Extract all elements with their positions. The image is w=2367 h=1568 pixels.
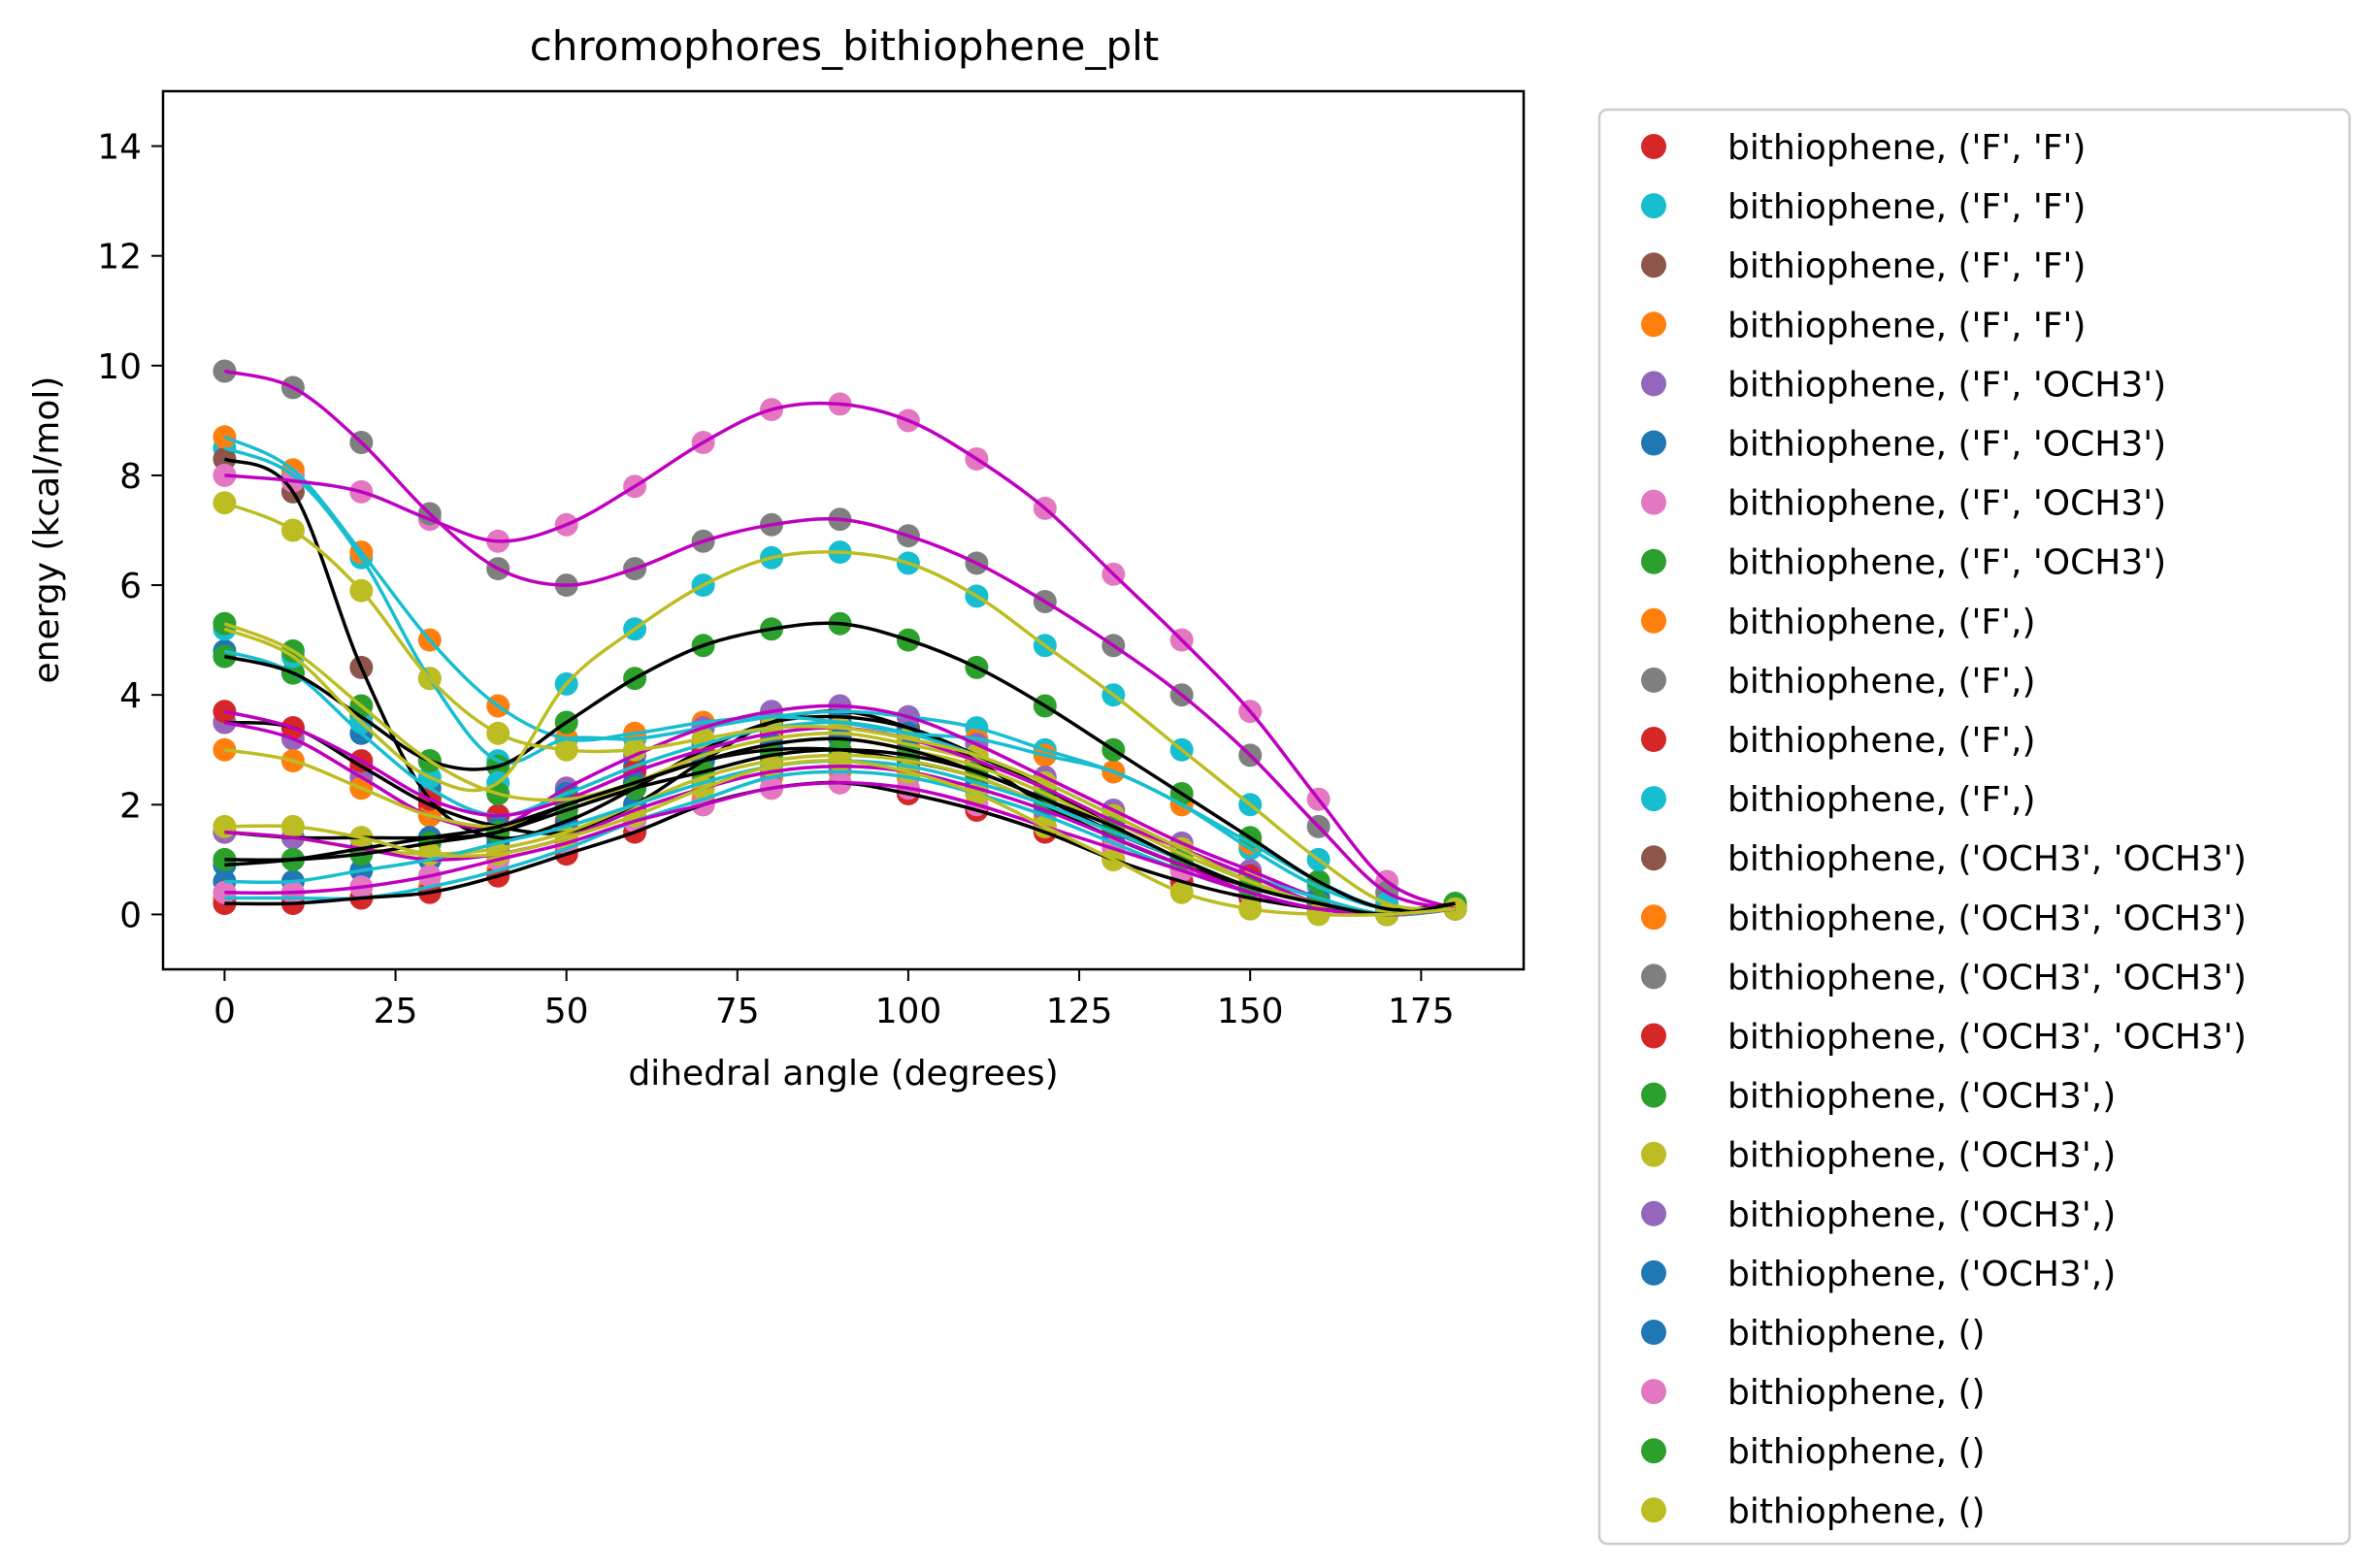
- x-axis: 0 25 50 75 100 125 150 175: [214, 969, 1455, 1031]
- y-tick-label: 8: [119, 457, 142, 497]
- y-tick-label: 10: [97, 347, 142, 387]
- legend-label: bithiophene, ('F', 'F'): [1727, 246, 2086, 286]
- legend-marker: [1641, 311, 1666, 338]
- x-tick-label: 175: [1388, 992, 1455, 1031]
- x-tick-label: 25: [374, 992, 418, 1031]
- legend-label: bithiophene, ('F',): [1727, 603, 2036, 642]
- x-tick-label: 0: [214, 992, 236, 1031]
- legend-label: bithiophene, ('OCH3', 'OCH3'): [1727, 1018, 2247, 1058]
- y-tick-label: 12: [97, 238, 142, 278]
- y-axis: 0 2 4 6 8 10 12 14: [97, 128, 163, 935]
- legend-marker: [1641, 1200, 1666, 1226]
- legend-label: bithiophene, ('OCH3',): [1727, 1077, 2116, 1117]
- legend-label: bithiophene, ('F', 'OCH3'): [1727, 365, 2166, 405]
- legend-marker: [1641, 667, 1666, 693]
- x-tick-label: 50: [544, 992, 589, 1031]
- legend-marker: [1641, 845, 1666, 871]
- legend-label: bithiophene, ('F', 'F'): [1727, 128, 2086, 168]
- legend-frame: [1597, 108, 2351, 1546]
- chart-title: chromophores_bithiophene_plt: [530, 22, 1160, 70]
- y-tick-label: 4: [119, 676, 142, 716]
- legend-label: bithiophene, ('F', 'OCH3'): [1727, 484, 2166, 524]
- legend-marker: [1641, 1141, 1666, 1167]
- legend-marker: [1641, 134, 1666, 159]
- legend-label: bithiophene, ('OCH3',): [1727, 1255, 2116, 1294]
- legend-label: bithiophene, (): [1727, 1373, 1986, 1413]
- legend: bithiophene, ('F', 'F') bithiophene, ('F'…: [1597, 108, 2351, 1546]
- y-tick-label: 6: [119, 567, 142, 606]
- fit-line-s9: [223, 369, 1456, 911]
- fit-line-s23: [224, 759, 1456, 917]
- legend-label: bithiophene, ('F',): [1727, 721, 2036, 761]
- y-tick-label: 0: [119, 896, 142, 935]
- legend-marker: [1641, 548, 1666, 574]
- y-tick-label: 14: [97, 128, 142, 168]
- legend-marker: [1641, 1259, 1666, 1286]
- axes-frame: [161, 89, 1526, 971]
- legend-marker: [1641, 1320, 1666, 1345]
- legend-marker: [1641, 1379, 1666, 1405]
- legend-label: bithiophene, ('F', 'F'): [1727, 187, 2086, 227]
- legend-marker: [1641, 193, 1666, 219]
- x-tick-label: 75: [715, 992, 760, 1031]
- legend-label: bithiophene, (): [1727, 1491, 1986, 1531]
- fit-line-s1: [223, 446, 1456, 913]
- fit-line-s11: [223, 550, 1456, 911]
- plot-area: [213, 359, 1467, 927]
- legend-marker: [1641, 964, 1666, 990]
- legend-label: bithiophene, ('F', 'OCH3'): [1727, 543, 2166, 583]
- legend-marker: [1641, 1082, 1666, 1108]
- fit-line-s22: [224, 748, 1456, 917]
- legend-marker: [1641, 489, 1666, 515]
- legend-label: bithiophene, ('OCH3', 'OCH3'): [1727, 839, 2247, 879]
- legend-label: bithiophene, ('F', 'F'): [1727, 306, 2086, 345]
- legend-marker: [1641, 252, 1666, 278]
- legend-label: bithiophene, ('OCH3',): [1727, 1195, 2116, 1235]
- x-tick-label: 150: [1217, 992, 1284, 1031]
- y-tick-label: 2: [119, 786, 142, 826]
- legend-marker: [1641, 727, 1666, 752]
- legend-label: bithiophene, (): [1727, 1314, 1986, 1354]
- legend-label: bithiophene, ('OCH3',): [1727, 1136, 2116, 1176]
- x-tick-label: 125: [1046, 992, 1113, 1031]
- legend-marker: [1641, 430, 1666, 456]
- legend-marker: [1641, 1023, 1666, 1049]
- legend-label: bithiophene, ('OCH3', 'OCH3'): [1727, 898, 2247, 938]
- fit-lines: [223, 369, 1457, 917]
- y-axis-label: energy (kcal/mol): [27, 376, 67, 684]
- legend-label: bithiophene, ('F', 'OCH3'): [1727, 425, 2166, 465]
- x-axis-label: dihedral angle (degrees): [628, 1054, 1058, 1094]
- legend-marker: [1641, 1497, 1666, 1523]
- legend-marker: [1641, 904, 1666, 931]
- legend-label: bithiophene, ('F',): [1727, 780, 2036, 820]
- x-tick-label: 100: [875, 992, 942, 1031]
- legend-marker: [1641, 786, 1666, 812]
- legend-label: bithiophene, ('OCH3', 'OCH3'): [1727, 958, 2247, 997]
- fit-line-s17: [223, 501, 1456, 917]
- legend-marker: [1641, 1438, 1666, 1464]
- fit-line-s21: [224, 780, 1456, 917]
- legend-label: bithiophene, (): [1727, 1432, 1986, 1472]
- legend-marker: [1641, 607, 1666, 634]
- legend-marker: [1641, 371, 1666, 397]
- legend-label: bithiophene, ('F',): [1727, 662, 2036, 702]
